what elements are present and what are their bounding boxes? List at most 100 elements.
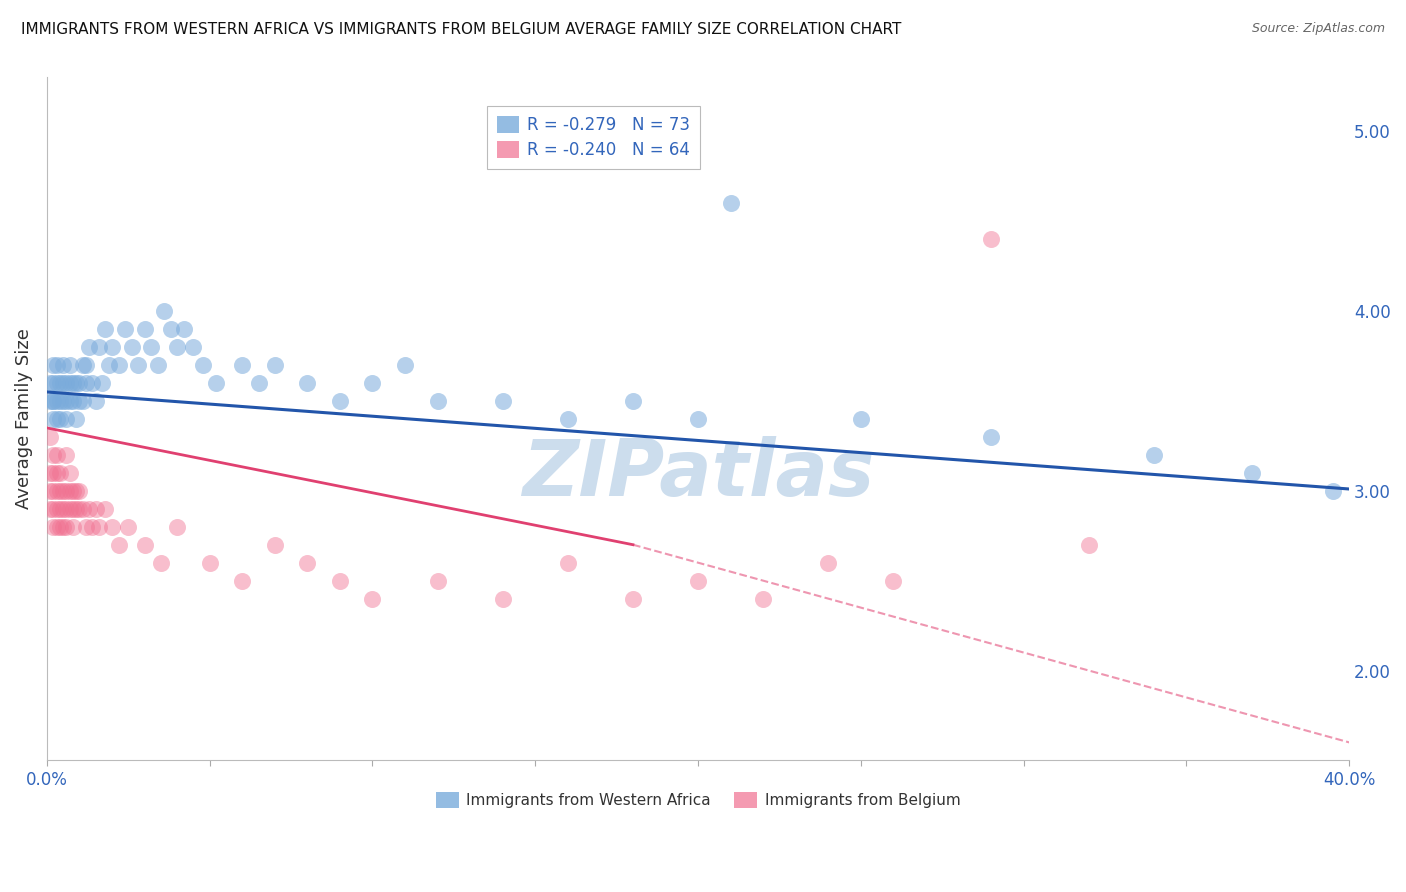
Point	[59, 501, 82, 516]
Point	[49, 483, 72, 498]
Y-axis label: Average Family Size: Average Family Size	[15, 328, 32, 509]
Point	[117, 520, 139, 534]
Point	[492, 393, 515, 408]
Point	[45, 501, 67, 516]
Legend: Immigrants from Western Africa, Immigrants from Belgium: Immigrants from Western Africa, Immigran…	[430, 786, 966, 814]
Point	[72, 358, 94, 372]
Point	[101, 340, 124, 354]
Point	[45, 412, 67, 426]
Point	[94, 322, 117, 336]
Point	[231, 358, 253, 372]
Point	[72, 393, 94, 408]
Point	[329, 393, 352, 408]
Point	[139, 340, 162, 354]
Point	[65, 483, 87, 498]
Point	[52, 376, 75, 390]
Point	[39, 430, 62, 444]
Text: Source: ZipAtlas.com: Source: ZipAtlas.com	[1251, 22, 1385, 36]
Point	[55, 448, 77, 462]
Point	[52, 393, 75, 408]
Point	[59, 358, 82, 372]
Point	[55, 501, 77, 516]
Point	[77, 501, 100, 516]
Point	[686, 412, 709, 426]
Point	[394, 358, 416, 372]
Point	[62, 520, 84, 534]
Point	[686, 574, 709, 588]
Point	[52, 358, 75, 372]
Point	[621, 393, 644, 408]
Point	[82, 520, 104, 534]
Point	[329, 574, 352, 588]
Point	[231, 574, 253, 588]
Point	[52, 501, 75, 516]
Point	[42, 448, 65, 462]
Point	[39, 393, 62, 408]
Text: ZIPatlas: ZIPatlas	[522, 435, 875, 511]
Point	[193, 358, 215, 372]
Point	[1322, 483, 1344, 498]
Point	[45, 448, 67, 462]
Point	[97, 358, 120, 372]
Point	[55, 520, 77, 534]
Point	[1143, 448, 1166, 462]
Point	[42, 501, 65, 516]
Point	[39, 501, 62, 516]
Point	[82, 376, 104, 390]
Point	[62, 483, 84, 498]
Point	[361, 376, 384, 390]
Point	[59, 483, 82, 498]
Point	[62, 501, 84, 516]
Point	[426, 574, 449, 588]
Point	[849, 412, 872, 426]
Point	[149, 556, 172, 570]
Point	[87, 340, 110, 354]
Point	[1240, 466, 1263, 480]
Point	[42, 412, 65, 426]
Point	[39, 376, 62, 390]
Point	[114, 322, 136, 336]
Point	[882, 574, 904, 588]
Point	[107, 538, 129, 552]
Point	[39, 483, 62, 498]
Point	[198, 556, 221, 570]
Point	[263, 538, 285, 552]
Point	[621, 591, 644, 606]
Point	[166, 520, 188, 534]
Point	[173, 322, 195, 336]
Point	[69, 501, 91, 516]
Point	[75, 376, 97, 390]
Point	[134, 322, 156, 336]
Point	[42, 393, 65, 408]
Point	[84, 393, 107, 408]
Point	[980, 430, 1002, 444]
Point	[205, 376, 228, 390]
Point	[45, 376, 67, 390]
Point	[59, 466, 82, 480]
Point	[77, 340, 100, 354]
Point	[426, 393, 449, 408]
Point	[65, 412, 87, 426]
Point	[121, 340, 143, 354]
Point	[361, 591, 384, 606]
Point	[492, 591, 515, 606]
Point	[69, 376, 91, 390]
Point	[183, 340, 205, 354]
Point	[45, 483, 67, 498]
Point	[45, 358, 67, 372]
Point	[107, 358, 129, 372]
Point	[752, 591, 775, 606]
Point	[59, 393, 82, 408]
Point	[263, 358, 285, 372]
Point	[127, 358, 149, 372]
Point	[159, 322, 181, 336]
Point	[42, 520, 65, 534]
Point	[55, 483, 77, 498]
Point	[75, 520, 97, 534]
Point	[52, 520, 75, 534]
Point	[55, 393, 77, 408]
Point	[39, 466, 62, 480]
Point	[980, 232, 1002, 246]
Point	[557, 556, 579, 570]
Point	[297, 376, 319, 390]
